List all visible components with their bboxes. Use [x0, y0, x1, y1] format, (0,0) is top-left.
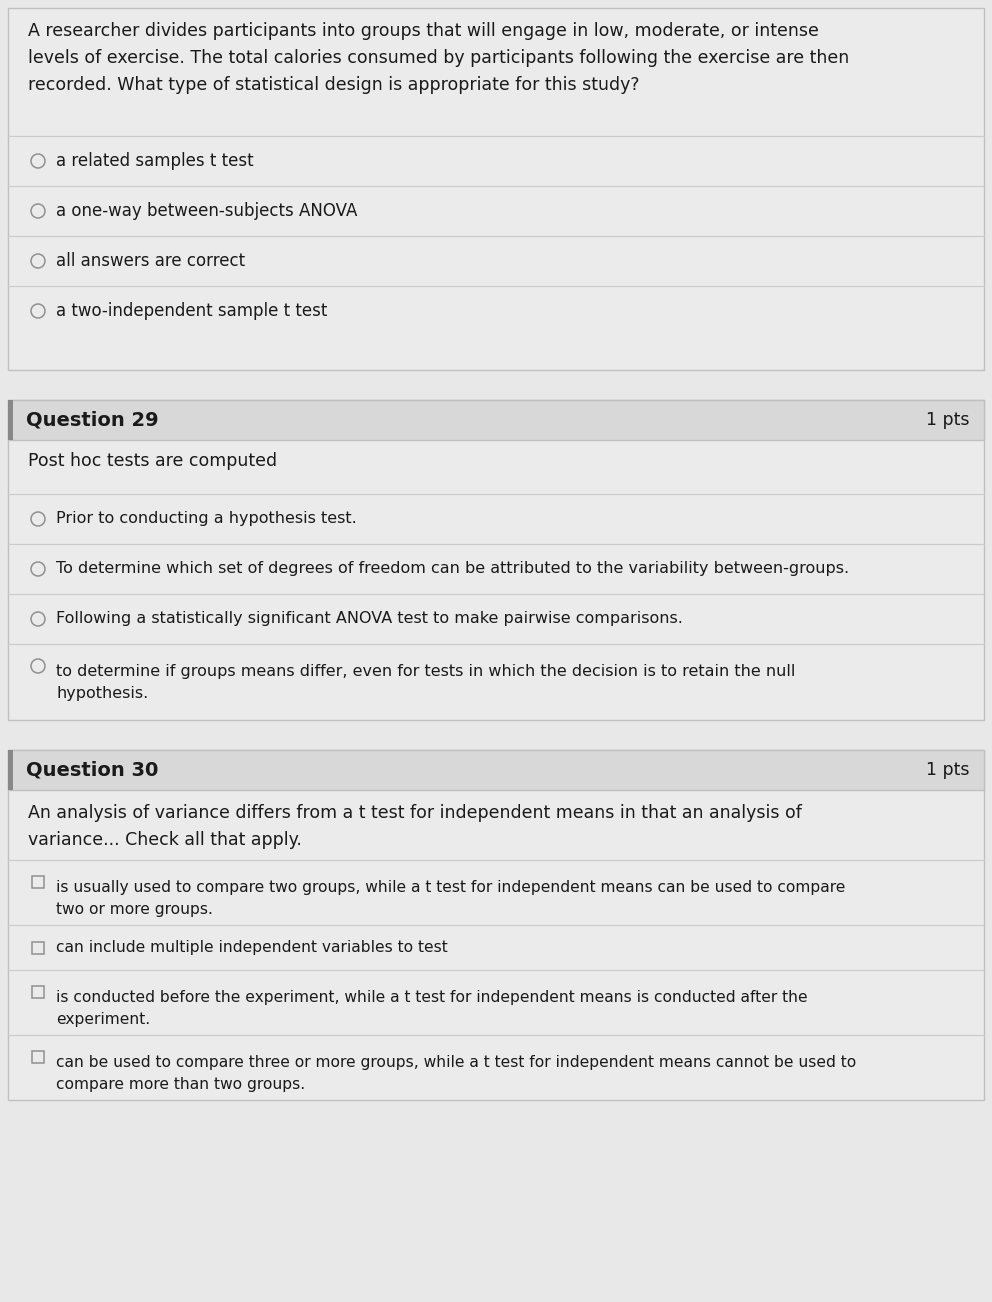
- Text: a two-independent sample t test: a two-independent sample t test: [56, 302, 327, 320]
- Text: a one-way between-subjects ANOVA: a one-way between-subjects ANOVA: [56, 202, 357, 220]
- Text: to determine if groups means differ, even for tests in which the decision is to : to determine if groups means differ, eve…: [56, 664, 796, 702]
- Text: Post hoc tests are computed: Post hoc tests are computed: [28, 452, 277, 470]
- Bar: [8, 750, 984, 1100]
- Bar: [32, 941, 44, 953]
- Bar: [8, 400, 984, 720]
- Bar: [8, 8, 984, 370]
- Bar: [8, 400, 13, 440]
- Text: A researcher divides participants into groups that will engage in low, moderate,: A researcher divides participants into g…: [28, 22, 849, 94]
- Text: Following a statistically significant ANOVA test to make pairwise comparisons.: Following a statistically significant AN…: [56, 612, 682, 626]
- Text: is usually used to compare two groups, while a t test for independent means can : is usually used to compare two groups, w…: [56, 880, 845, 917]
- Bar: [32, 986, 44, 999]
- Bar: [32, 1051, 44, 1062]
- Text: all answers are correct: all answers are correct: [56, 253, 245, 270]
- Text: 1 pts: 1 pts: [927, 411, 970, 428]
- Bar: [8, 750, 13, 790]
- Text: can include multiple independent variables to test: can include multiple independent variabl…: [56, 940, 447, 954]
- Bar: [8, 750, 984, 790]
- Bar: [32, 876, 44, 888]
- Text: can be used to compare three or more groups, while a t test for independent mean: can be used to compare three or more gro…: [56, 1055, 856, 1092]
- Text: An analysis of variance differs from a t test for independent means in that an a: An analysis of variance differs from a t…: [28, 805, 802, 849]
- Bar: [8, 400, 984, 440]
- Text: To determine which set of degrees of freedom can be attributed to the variabilit: To determine which set of degrees of fre…: [56, 561, 849, 577]
- Text: is conducted before the experiment, while a t test for independent means is cond: is conducted before the experiment, whil…: [56, 990, 807, 1027]
- Text: Question 29: Question 29: [26, 410, 159, 430]
- Text: a related samples t test: a related samples t test: [56, 152, 254, 171]
- Text: Question 30: Question 30: [26, 760, 159, 780]
- Text: Prior to conducting a hypothesis test.: Prior to conducting a hypothesis test.: [56, 512, 357, 526]
- Text: 1 pts: 1 pts: [927, 760, 970, 779]
